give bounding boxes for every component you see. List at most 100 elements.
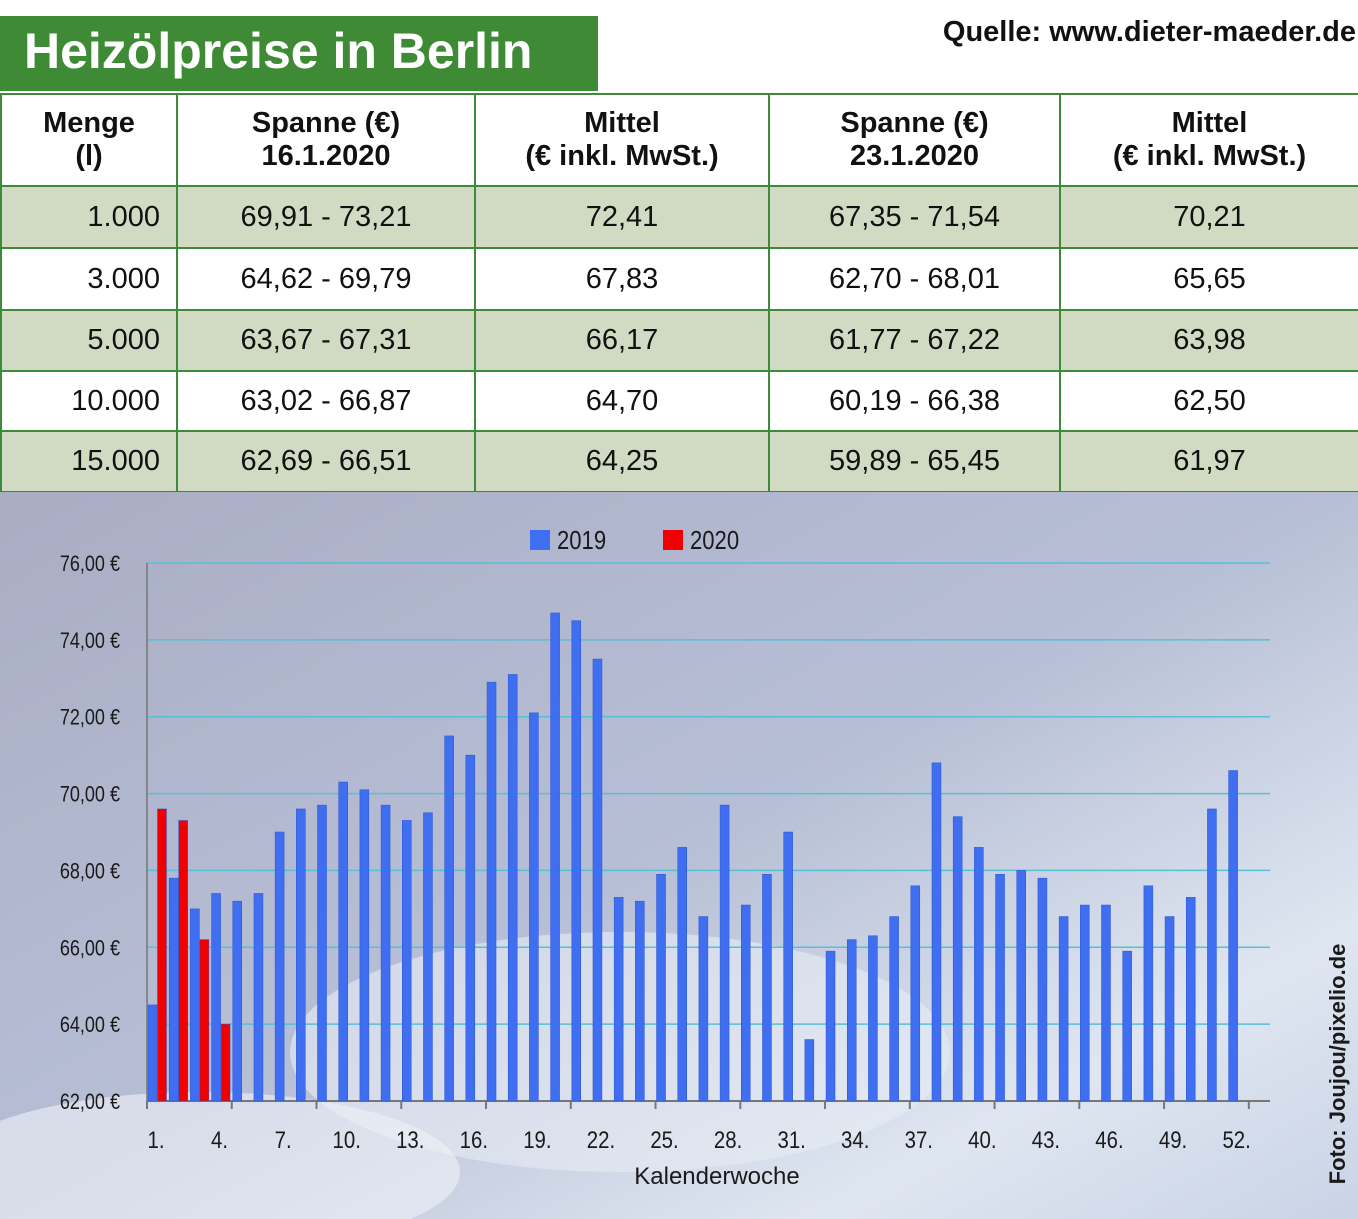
y-tick-label: 70,00 € xyxy=(60,783,120,807)
x-tick-label: 37. xyxy=(905,1126,933,1153)
header-line: Menge xyxy=(43,107,135,139)
table-cell: 62,50 xyxy=(1059,370,1358,432)
bar xyxy=(846,939,857,1102)
bar xyxy=(1101,904,1111,1102)
x-tick-label: 49. xyxy=(1159,1126,1187,1153)
header-line: (€ inkl. MwSt.) xyxy=(525,140,719,172)
table-cell: 1.000 xyxy=(0,185,178,249)
bar xyxy=(444,735,454,1102)
bar xyxy=(338,781,348,1102)
bar xyxy=(380,804,391,1102)
x-tick-label: 16. xyxy=(460,1126,488,1153)
y-tick-label: 72,00 € xyxy=(60,706,120,730)
bar xyxy=(465,754,476,1102)
bar xyxy=(507,674,518,1102)
y-tick-label: 74,00 € xyxy=(60,629,120,653)
legend-label: 2020 xyxy=(690,526,739,555)
bar xyxy=(220,1023,231,1102)
bar xyxy=(1228,770,1238,1102)
bar xyxy=(804,1039,815,1102)
header-cell: Menge (l) xyxy=(0,93,178,187)
bar xyxy=(868,935,878,1102)
table-cell: 15.000 xyxy=(0,430,178,493)
table-cell: 3.000 xyxy=(0,247,178,311)
header-line: Spanne (€) xyxy=(840,107,989,139)
x-tick-label: 34. xyxy=(841,1126,869,1153)
bar xyxy=(157,808,167,1102)
y-tick-label: 62,00 € xyxy=(60,1090,120,1114)
bar xyxy=(274,831,285,1102)
header-line: 16.1.2020 xyxy=(261,140,391,172)
table-cell: 62,69 - 66,51 xyxy=(176,430,476,493)
table-cell: 5.000 xyxy=(0,309,178,372)
table-cell: 63,02 - 66,87 xyxy=(176,370,476,432)
table-cell: 63,98 xyxy=(1059,309,1358,372)
bar xyxy=(698,916,709,1102)
bar xyxy=(211,893,221,1102)
bar xyxy=(550,612,560,1102)
table-cell: 65,65 xyxy=(1059,247,1358,311)
x-tick-label: 4. xyxy=(211,1126,228,1153)
table-cell: 61,77 - 67,22 xyxy=(768,309,1061,372)
bar xyxy=(952,816,963,1102)
bar xyxy=(253,893,264,1102)
bar xyxy=(1037,877,1048,1102)
bar xyxy=(1058,916,1069,1102)
table-cell: 70,21 xyxy=(1059,185,1358,249)
y-tick-label: 76,00 € xyxy=(60,552,120,576)
header-line: Mittel xyxy=(1171,107,1248,139)
bar xyxy=(1080,904,1090,1102)
header-cell: Spanne (€) 16.1.2020 xyxy=(176,93,476,187)
header-line: (l) xyxy=(75,140,103,172)
x-tick-label: 25. xyxy=(650,1126,678,1153)
x-tick-label: 10. xyxy=(333,1126,361,1153)
cloud xyxy=(0,1092,460,1219)
bar xyxy=(423,812,433,1102)
x-axis-label: Kalenderwoche xyxy=(634,1163,799,1190)
header-cell: Mittel (€ inkl. MwSt.) xyxy=(474,93,770,187)
x-tick-label: 46. xyxy=(1095,1126,1123,1153)
x-tick-label: 40. xyxy=(968,1126,996,1153)
table-cell: 66,17 xyxy=(474,309,770,372)
y-tick-label: 66,00 € xyxy=(60,937,120,961)
bar xyxy=(1122,950,1132,1102)
x-tick-label: 13. xyxy=(396,1126,424,1153)
table-cell: 62,70 - 68,01 xyxy=(768,247,1061,311)
bar xyxy=(741,904,751,1102)
bar xyxy=(296,808,306,1102)
table-cell: 64,62 - 69,79 xyxy=(176,247,476,311)
bar xyxy=(1164,916,1175,1102)
x-tick-label: 52. xyxy=(1222,1126,1250,1153)
bar xyxy=(571,620,582,1102)
header-cell: Spanne (€) 23.1.2020 xyxy=(768,93,1061,187)
photo-credit: Foto: Joujou/pixelio.de xyxy=(1325,944,1350,1185)
bar xyxy=(317,804,327,1102)
source: Quelle: www.dieter-maeder.de xyxy=(942,16,1356,48)
bar xyxy=(825,950,836,1102)
header-line: (€ inkl. MwSt.) xyxy=(1112,140,1307,172)
bar xyxy=(1016,870,1026,1102)
table-cell: 59,89 - 65,45 xyxy=(768,430,1061,493)
legend-label: 2019 xyxy=(557,526,606,555)
table-cell: 67,83 xyxy=(474,247,770,311)
header-line: Mittel xyxy=(584,107,660,139)
x-tick-label: 31. xyxy=(777,1126,805,1153)
bar xyxy=(1185,897,1196,1102)
bar xyxy=(147,1004,158,1102)
table-cell: 63,67 - 67,31 xyxy=(176,309,476,372)
table-cell: 61,97 xyxy=(1059,430,1358,493)
bar xyxy=(783,831,793,1102)
header-line: 23.1.2020 xyxy=(849,140,979,172)
bar xyxy=(359,789,370,1102)
legend-swatch xyxy=(530,530,550,550)
table-cell: 10.000 xyxy=(0,370,178,432)
bar xyxy=(529,712,539,1102)
x-tick-label: 7. xyxy=(275,1126,292,1153)
bar xyxy=(889,916,899,1102)
bar xyxy=(974,847,984,1102)
bar xyxy=(1207,808,1217,1102)
bar xyxy=(910,885,921,1102)
bar xyxy=(178,820,188,1102)
legend-swatch xyxy=(663,530,683,550)
